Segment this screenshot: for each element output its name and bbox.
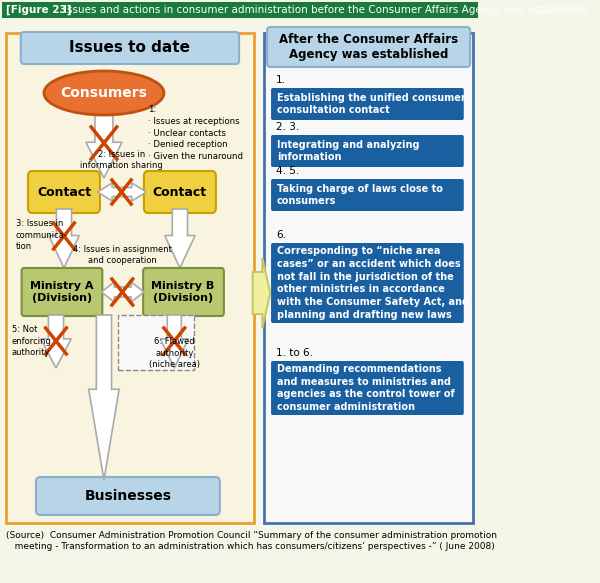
FancyBboxPatch shape — [28, 171, 100, 213]
Text: Issues to date: Issues to date — [69, 40, 190, 55]
Text: 5: Not
enforcing
authority: 5: Not enforcing authority — [12, 325, 52, 357]
Text: Integrating and analyzing
information: Integrating and analyzing information — [277, 139, 419, 163]
Text: Contact: Contact — [153, 185, 207, 198]
Bar — [264, 33, 473, 523]
Bar — [7, 33, 254, 523]
Polygon shape — [165, 209, 195, 268]
FancyBboxPatch shape — [267, 27, 470, 67]
Text: 3: Issues in
communica-
tion: 3: Issues in communica- tion — [16, 219, 68, 251]
Text: Contact: Contact — [37, 185, 91, 198]
Text: Ministry B
(Division): Ministry B (Division) — [151, 281, 215, 303]
Text: (Source)  Consumer Administration Promotion Council “Summary of the consumer adm: (Source) Consumer Administration Promoti… — [7, 531, 497, 552]
Polygon shape — [101, 282, 144, 302]
Text: Corresponding to “niche area
cases” or an accident which does
not fall in the ju: Corresponding to “niche area cases” or a… — [277, 246, 469, 320]
Ellipse shape — [44, 71, 164, 115]
FancyBboxPatch shape — [271, 179, 464, 211]
Text: After the Consumer Affairs
Agency was established: After the Consumer Affairs Agency was es… — [279, 33, 458, 61]
FancyBboxPatch shape — [21, 32, 239, 64]
FancyBboxPatch shape — [271, 135, 464, 167]
Polygon shape — [160, 315, 188, 368]
Text: Ministry A
(Division): Ministry A (Division) — [30, 281, 94, 303]
Text: 4. 5.: 4. 5. — [276, 166, 299, 176]
Text: Taking charge of laws close to
consumers: Taking charge of laws close to consumers — [277, 184, 443, 206]
Text: 1.: 1. — [276, 75, 286, 85]
Text: 2: Issues in
information sharing: 2: Issues in information sharing — [80, 150, 163, 170]
Bar — [118, 315, 194, 370]
FancyBboxPatch shape — [271, 361, 464, 415]
Polygon shape — [86, 113, 122, 178]
FancyBboxPatch shape — [271, 88, 464, 120]
Text: Demanding recommendations
and measures to ministries and
agencies as the control: Demanding recommendations and measures t… — [277, 364, 454, 412]
Text: Businesses: Businesses — [85, 489, 172, 503]
Polygon shape — [41, 315, 71, 368]
Text: 4: Issues in assignment
and cooperation: 4: Issues in assignment and cooperation — [73, 245, 172, 265]
Polygon shape — [98, 183, 146, 201]
Text: 1:
· Issues at receptions
· Unclear contacts
· Denied reception
· Given the runa: 1: · Issues at receptions · Unclear cont… — [148, 105, 243, 161]
Text: 2. 3.: 2. 3. — [276, 122, 299, 132]
FancyBboxPatch shape — [271, 243, 464, 323]
Bar — [2, 2, 478, 18]
FancyBboxPatch shape — [22, 268, 103, 316]
FancyBboxPatch shape — [144, 171, 216, 213]
Text: 6.: 6. — [276, 230, 286, 240]
Text: [Figure 23]: [Figure 23] — [7, 5, 72, 15]
Text: Issues and actions in consumer administration before the Consumer Affairs Agency: Issues and actions in consumer administr… — [64, 5, 587, 15]
FancyBboxPatch shape — [36, 477, 220, 515]
FancyBboxPatch shape — [143, 268, 224, 316]
Text: 6: Flawed
authority
(niche area): 6: Flawed authority (niche area) — [149, 338, 200, 368]
Text: Establishing the unified consumer
consultation contact: Establishing the unified consumer consul… — [277, 93, 466, 115]
Text: Consumers: Consumers — [61, 86, 148, 100]
Polygon shape — [89, 315, 119, 480]
Polygon shape — [49, 209, 79, 268]
Text: 1. to 6.: 1. to 6. — [276, 348, 313, 358]
Polygon shape — [253, 258, 270, 328]
